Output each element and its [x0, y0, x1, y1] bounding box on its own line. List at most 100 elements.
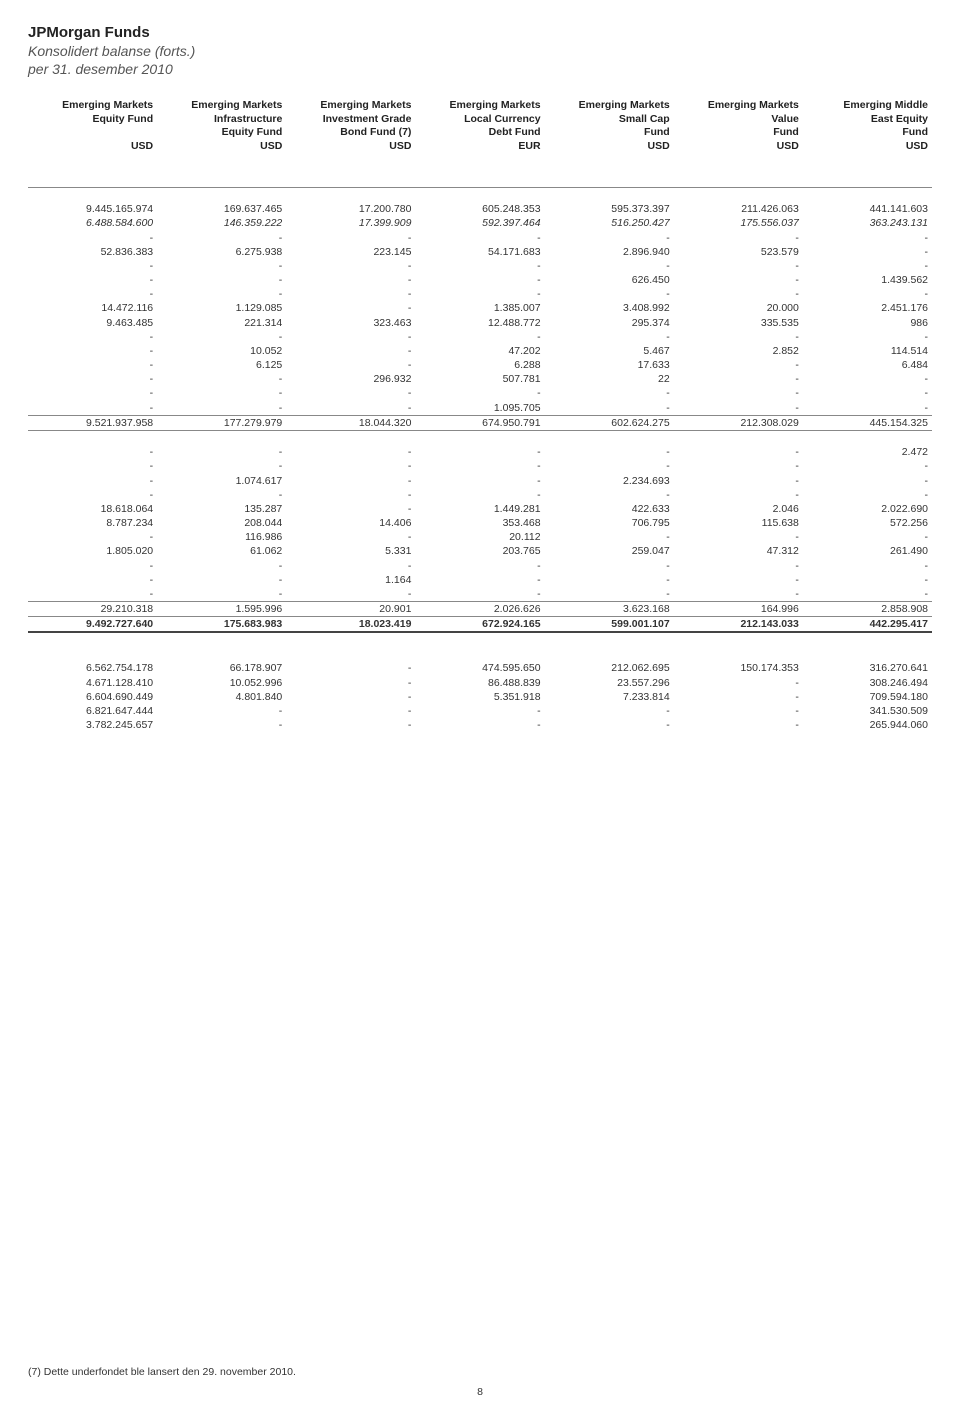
cell: 3.623.168: [545, 602, 674, 617]
col-header: Emerging Markets: [674, 99, 803, 113]
cell: -: [286, 530, 415, 544]
col-header: Infrastructure: [157, 113, 286, 127]
cell: -: [803, 474, 932, 488]
cell: 6.604.690.449: [28, 690, 157, 704]
cell: 265.944.060: [803, 718, 932, 732]
cell: -: [286, 287, 415, 301]
cell: 1.595.996: [157, 602, 286, 617]
cell: 626.450: [545, 273, 674, 287]
cell: 316.270.641: [803, 661, 932, 675]
cell: 709.594.180: [803, 690, 932, 704]
cell: 6.488.584.600: [28, 216, 157, 230]
cell: -: [415, 386, 544, 400]
cell: 1.449.281: [415, 502, 544, 516]
col-header: Debt Fund: [415, 126, 544, 140]
cell: 86.488.839: [415, 676, 544, 690]
cell: 146.359.222: [157, 216, 286, 230]
doc-title: JPMorgan Funds: [28, 24, 932, 41]
cell: -: [28, 259, 157, 273]
cell: -: [28, 231, 157, 245]
cell: -: [28, 459, 157, 473]
cell: 10.052: [157, 344, 286, 358]
cell: 212.308.029: [674, 416, 803, 431]
cell: 2.472: [803, 445, 932, 459]
cell: 672.924.165: [415, 617, 544, 632]
col-header: Fund: [674, 126, 803, 140]
cell: -: [674, 690, 803, 704]
cell: -: [28, 273, 157, 287]
cell: -: [28, 287, 157, 301]
cell: -: [157, 704, 286, 718]
cell: 2.852: [674, 344, 803, 358]
cell: -: [286, 502, 415, 516]
cell: 208.044: [157, 516, 286, 530]
cell: -: [157, 401, 286, 416]
cell: 54.171.683: [415, 245, 544, 259]
cell: -: [803, 459, 932, 473]
col-header: Fund: [803, 126, 932, 140]
cell: 7.233.814: [545, 690, 674, 704]
cell: 14.472.116: [28, 301, 157, 315]
cell: 18.023.419: [286, 617, 415, 632]
cell: -: [415, 587, 544, 602]
cell: -: [545, 287, 674, 301]
cell: -: [286, 559, 415, 573]
cell: -: [674, 273, 803, 287]
cell: 1.164: [286, 573, 415, 587]
cell: -: [545, 231, 674, 245]
cell: -: [28, 386, 157, 400]
cell: -: [674, 474, 803, 488]
cell: -: [286, 273, 415, 287]
col-header: Small Cap: [545, 113, 674, 127]
cell: -: [674, 259, 803, 273]
cell: -: [286, 259, 415, 273]
cell: -: [803, 245, 932, 259]
col-header: Emerging Markets: [28, 99, 157, 113]
cell: 18.618.064: [28, 502, 157, 516]
cell: -: [28, 559, 157, 573]
cell: 6.821.647.444: [28, 704, 157, 718]
cell: 52.836.383: [28, 245, 157, 259]
cell: -: [286, 231, 415, 245]
cell: -: [415, 573, 544, 587]
cell: -: [286, 704, 415, 718]
cell: -: [803, 372, 932, 386]
cell: -: [545, 559, 674, 573]
cell: 592.397.464: [415, 216, 544, 230]
cell: 22: [545, 372, 674, 386]
cell: -: [803, 330, 932, 344]
page-number: 8: [0, 1386, 960, 1398]
cell: -: [157, 445, 286, 459]
cell: 5.467: [545, 344, 674, 358]
cell: 221.314: [157, 316, 286, 330]
cell: 135.287: [157, 502, 286, 516]
cell: 3.782.245.657: [28, 718, 157, 732]
col-header: USD: [674, 140, 803, 154]
footnote: (7) Dette underfondet ble lansert den 29…: [28, 1366, 296, 1378]
cell: -: [157, 259, 286, 273]
cell: -: [545, 401, 674, 416]
cell: -: [674, 488, 803, 502]
cell: 6.275.938: [157, 245, 286, 259]
cell: -: [803, 488, 932, 502]
cell: 341.530.509: [803, 704, 932, 718]
cell: 169.637.465: [157, 202, 286, 216]
cell: 23.557.296: [545, 676, 674, 690]
cell: 9.521.937.958: [28, 416, 157, 431]
cell: 5.351.918: [415, 690, 544, 704]
col-header: Bond Fund (7): [286, 126, 415, 140]
cell: 259.047: [545, 544, 674, 558]
cell: -: [157, 488, 286, 502]
cell: 335.535: [674, 316, 803, 330]
cell: 507.781: [415, 372, 544, 386]
cell: 1.805.020: [28, 544, 157, 558]
cell: -: [157, 231, 286, 245]
cell: 175.683.983: [157, 617, 286, 632]
col-header: Emerging Markets: [415, 99, 544, 113]
cell: 674.950.791: [415, 416, 544, 431]
cell: -: [803, 530, 932, 544]
cell: 9.492.727.640: [28, 617, 157, 632]
cell: 442.295.417: [803, 617, 932, 632]
cell: -: [545, 386, 674, 400]
cell: 323.463: [286, 316, 415, 330]
